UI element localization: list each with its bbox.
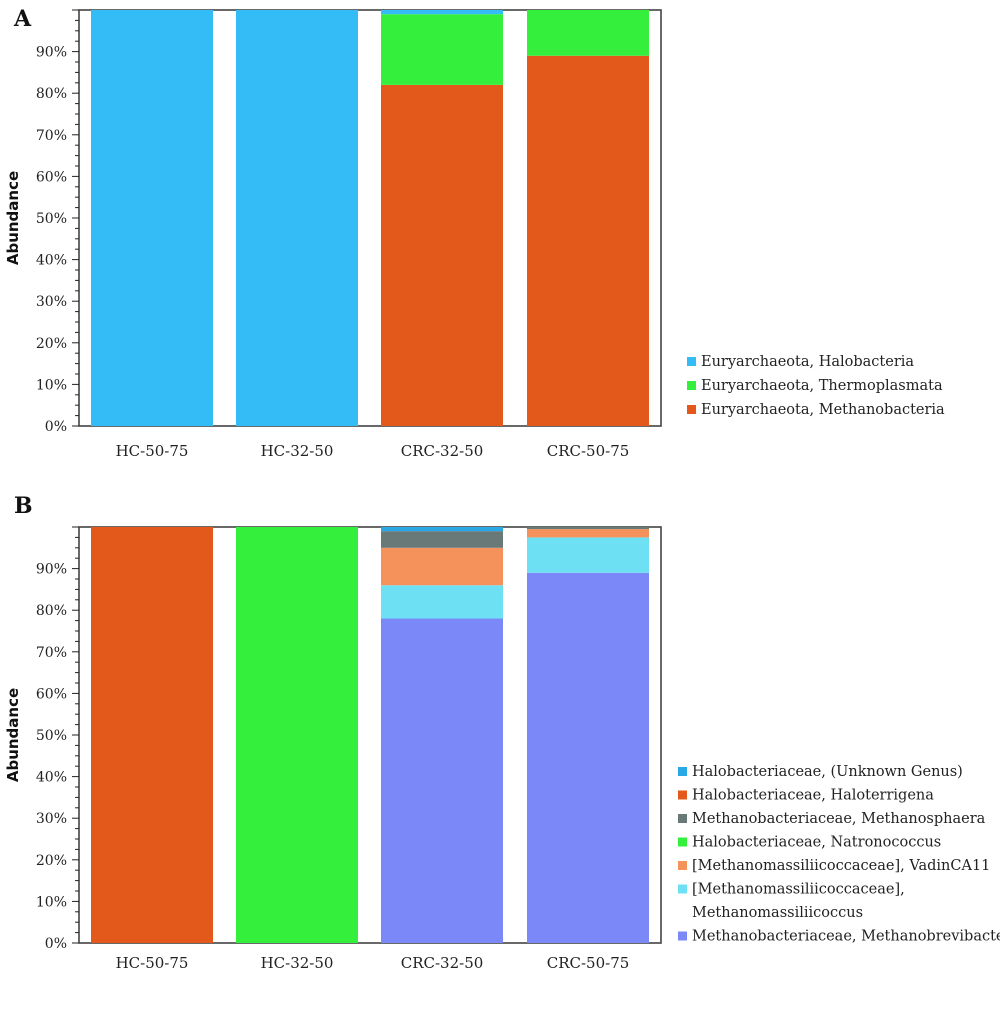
legend-label: Methanobacteriaceae, Methanosphaera [692,811,986,827]
y-tick-label: 60% [36,686,67,702]
bar-segment [527,527,649,530]
y-tick-label: 70% [36,128,67,144]
y-tick-label: 10% [36,377,67,393]
y-tick-label: 30% [36,811,67,827]
legend-swatch [678,884,687,894]
y-tick-label: 20% [36,853,67,869]
bar-segment [91,10,213,426]
legend-swatch [687,381,696,390]
bar-segment [527,10,649,56]
legend-swatch [687,357,696,366]
y-tick-label: 90% [36,562,67,578]
bar-segment [381,84,503,426]
legend-label: [Methanomassiliicoccaceae], VadinCA11 [692,858,990,874]
legend-swatch [678,931,687,941]
chart-panel-b: B 0% 10% 20% 30% 40% 50% 60% 70% 80% 90% Abundance H… [4,493,1000,972]
y-tick-label: 40% [36,770,67,786]
y-tick-label: 40% [36,253,67,269]
chart-panel-a: A 0% 10% 20% 30% 40% 50% 60% 70% 80% 90% Abundance H… [4,6,945,460]
x-tick-label: HC-32-50 [261,954,334,972]
x-tick-label: CRC-50-75 [547,954,630,972]
legend-swatch [678,861,687,870]
bar-segment [527,55,649,426]
x-tick-label: HC-50-75 [116,442,189,460]
bar-segment [381,585,503,619]
legend-label: [Methanomassiliicoccaceae], [692,882,905,898]
y-tick-label: 90% [36,45,67,61]
bar-segment [236,527,358,943]
y-tick-label: 50% [36,728,67,744]
y-tick-label: 50% [36,211,67,227]
panel-label: B [14,493,33,519]
legend-label: Halobacteriaceae, Natronococcus [692,835,941,851]
bar-segment [527,529,649,538]
legend-label: Halobacteriaceae, Haloterrigena [692,788,934,804]
legend-swatch [678,767,687,776]
y-tick-label: 60% [36,169,67,185]
legend-swatch [678,814,687,823]
bar-segment [236,10,358,426]
y-tick-label: 80% [36,86,67,102]
panel-label: A [13,6,32,32]
legend-label: Methanomassiliicoccus [692,905,863,921]
bar-segment [381,527,503,532]
bar-segment [381,547,503,586]
bar-segment [91,527,213,943]
y-tick-label: 20% [36,336,67,352]
x-tick-label: HC-50-75 [116,954,189,972]
y-tick-label: 30% [36,294,67,310]
y-tick-label: 10% [36,894,67,910]
legend-label: Halobacteriaceae, (Unknown Genus) [692,764,963,780]
legend-label: Euryarchaeota, Halobacteria [701,354,914,370]
bar-segment [381,14,503,85]
legend-label: Methanobacteriaceae, Methanobrevibacter [692,929,1000,945]
y-tick-label: 70% [36,645,67,661]
bar-segment [381,618,503,943]
bar-segment [381,10,503,15]
y-tick-label: 80% [36,603,67,619]
bar-segment [381,531,503,548]
x-tick-label: CRC-32-50 [401,442,484,460]
bar-segment [527,537,649,573]
bar-segment [527,572,649,943]
legend-swatch [678,837,687,847]
legend-label: Euryarchaeota, Methanobacteria [701,402,945,418]
x-tick-label: HC-32-50 [261,442,334,460]
x-tick-label: CRC-32-50 [401,954,484,972]
y-axis-label: Abundance [4,688,22,782]
legend-swatch [678,790,687,800]
y-tick-label: 0% [45,419,67,435]
y-tick-label: 0% [45,936,67,952]
x-tick-label: CRC-50-75 [547,442,630,460]
y-axis-label: Abundance [4,171,22,265]
legend-swatch [687,405,696,414]
legend-label: Euryarchaeota, Thermoplasmata [701,378,943,394]
